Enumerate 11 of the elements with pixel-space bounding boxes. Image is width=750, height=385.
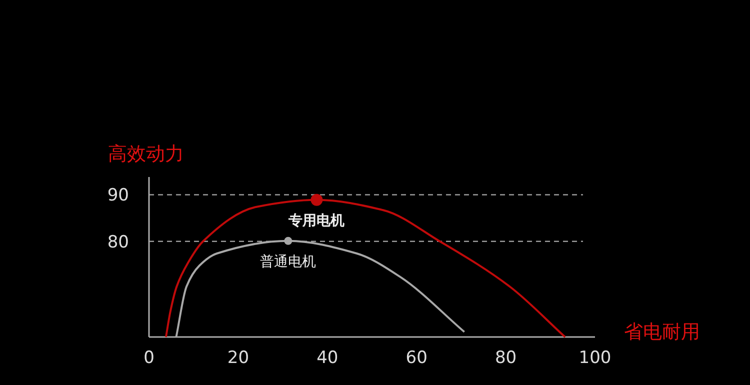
y-axis-title: 高效动力: [108, 143, 184, 165]
x-tick-label: 80: [494, 348, 517, 368]
x-tick-label: 20: [227, 348, 250, 368]
series-label: 普通电机: [260, 252, 316, 270]
x-tick-label: 60: [406, 348, 428, 368]
y-tick-label: 90: [107, 186, 129, 206]
x-axis-title: 省电耐用: [624, 321, 700, 343]
x-tick-label: 0: [144, 348, 154, 368]
series-label: 专用电机: [288, 212, 345, 229]
x-tick-label: 100: [578, 348, 612, 368]
x-tick-label: 40: [316, 348, 338, 368]
